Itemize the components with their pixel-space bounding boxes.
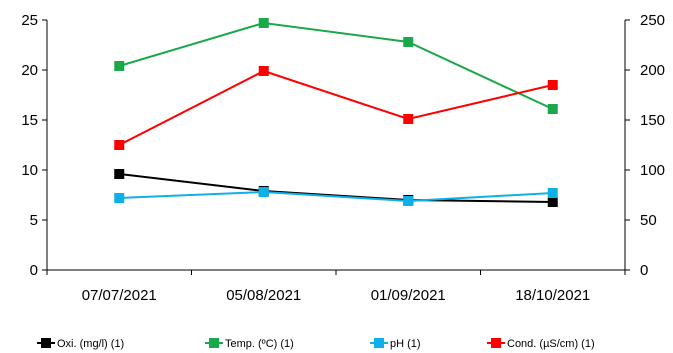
chart-legend: Oxi. (mg/l) (1) Temp. (ºC) (1) pH (1) Cond.…: [37, 338, 595, 350]
y-tick-label-left: 20: [21, 62, 38, 79]
legend-label: Temp. (ºC) (1): [225, 338, 294, 350]
data-point: [403, 196, 414, 206]
legend-label: Oxi. (mg/l) (1): [57, 338, 124, 350]
data-point: [547, 188, 558, 198]
x-tick-label: 05/08/2021: [226, 287, 301, 304]
y-tick-label-left: 15: [21, 112, 38, 129]
data-point: [547, 197, 558, 207]
data-point: [258, 18, 269, 28]
x-tick-label: 18/10/2021: [515, 287, 590, 304]
y-tick-label-right: 0: [640, 262, 648, 279]
y-tick-label-right: 100: [640, 162, 665, 179]
chart-series: [114, 18, 558, 207]
legend-label: Cond. (µS/cm) (1): [507, 338, 595, 350]
data-point: [403, 114, 414, 124]
legend-label: pH (1): [390, 338, 421, 350]
data-point: [547, 104, 558, 114]
data-point: [403, 37, 414, 47]
data-point: [258, 66, 269, 76]
y-tick-label-right: 50: [640, 212, 657, 229]
series-line: [119, 173, 553, 203]
legend-marker: [491, 338, 501, 348]
legend-marker: [209, 338, 219, 348]
x-tick-label: 01/09/2021: [371, 287, 446, 304]
legend-marker: [374, 338, 384, 348]
y-tick-label-right: 250: [640, 12, 665, 29]
series-line: [119, 190, 553, 203]
y-tick-label-right: 200: [640, 62, 665, 79]
data-point: [114, 169, 125, 179]
data-point: [114, 140, 125, 150]
y-tick-label-left: 10: [21, 162, 38, 179]
legend-marker: [41, 338, 51, 348]
series-line: [118, 69, 553, 146]
data-point: [258, 187, 269, 197]
y-tick-label-left: 25: [21, 12, 38, 29]
y-tick-label-left: 5: [30, 212, 38, 229]
data-point: [547, 80, 558, 90]
series-line: [118, 21, 554, 110]
y-tick-label-right: 150: [640, 112, 665, 129]
data-point: [114, 193, 125, 203]
data-point: [114, 61, 125, 71]
y-tick-label-left: 0: [30, 262, 38, 279]
x-tick-label: 07/07/2021: [82, 287, 157, 304]
